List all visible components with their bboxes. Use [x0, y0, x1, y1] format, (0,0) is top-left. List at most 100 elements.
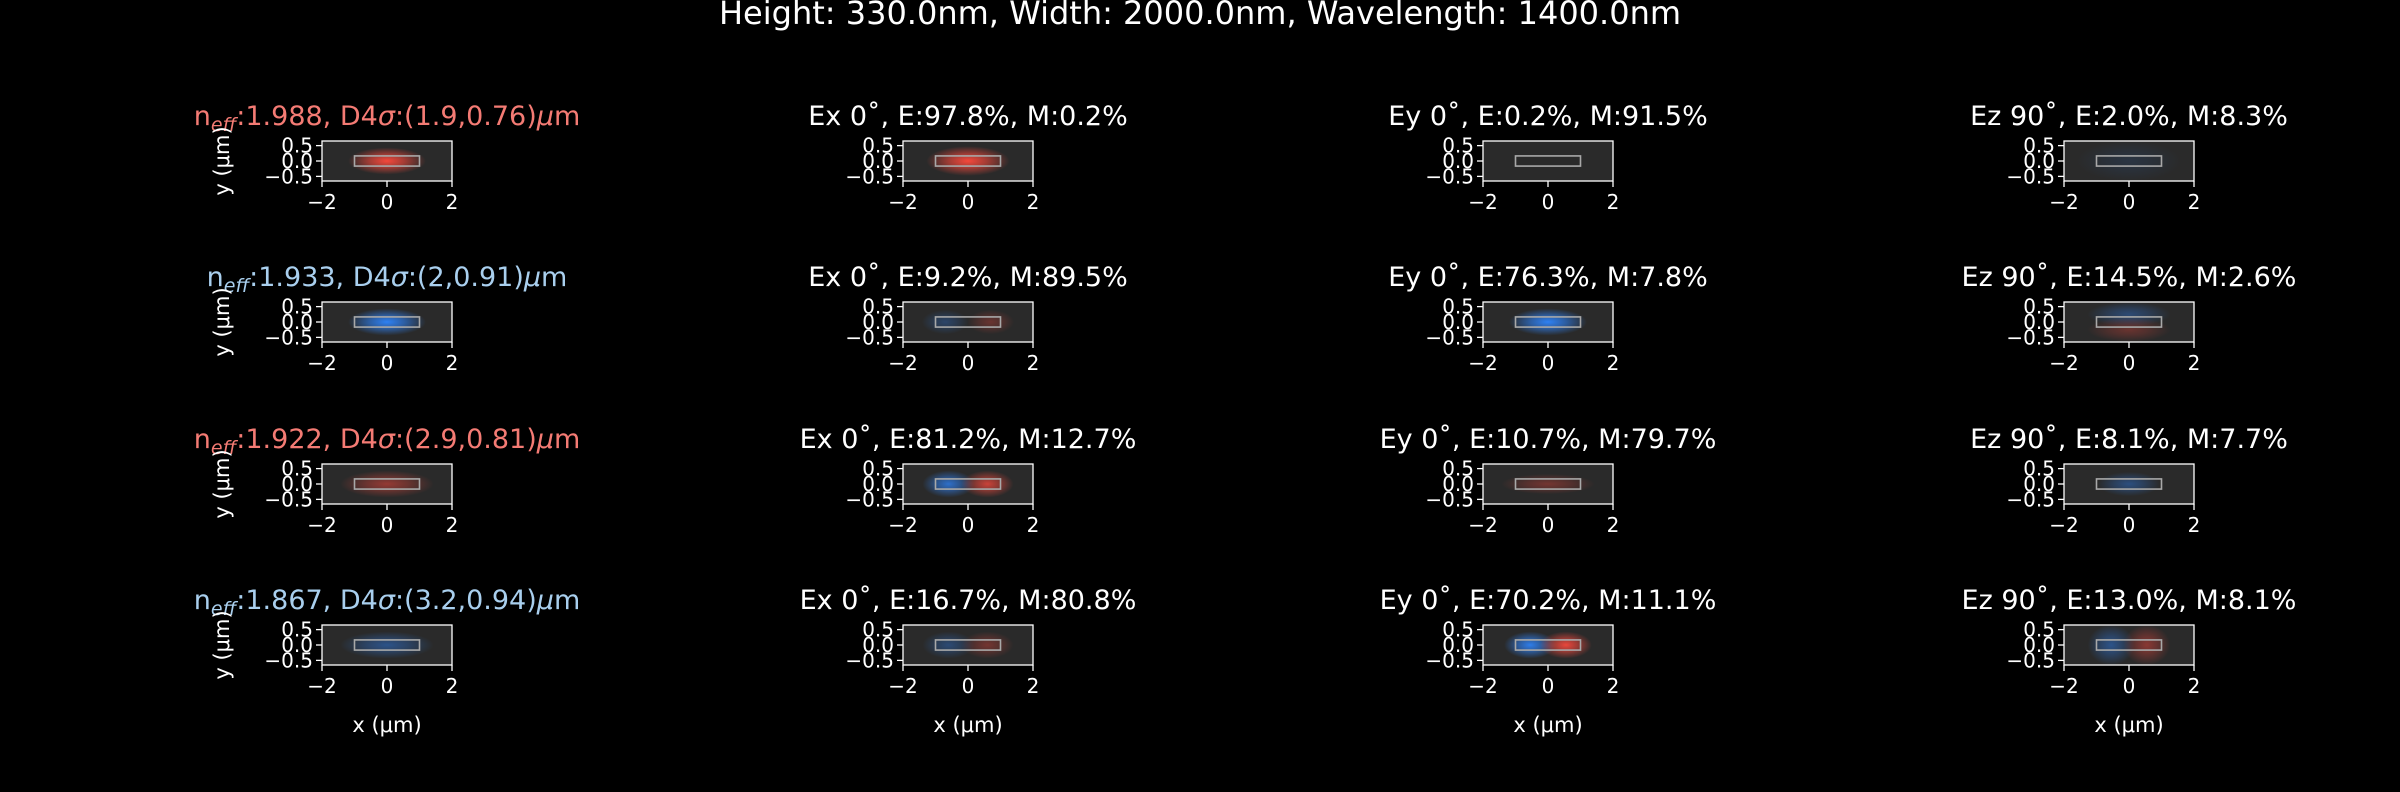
field-blob	[340, 631, 434, 659]
y-tick-label: 0.0	[862, 633, 894, 657]
component-title: Ex 0˚, E:9.2%, M:89.5%	[808, 262, 1128, 293]
waveguide-core-outline	[2095, 155, 2163, 167]
x-tick-label: 0	[962, 674, 975, 698]
x-tick-label: 2	[446, 351, 459, 375]
x-tick-label: 2	[2188, 190, 2201, 214]
field-map	[2087, 625, 2171, 665]
y-tick-label: 0.5	[862, 618, 894, 642]
component-title: Ez 90˚, E:8.1%, M:7.7%	[1970, 424, 2288, 455]
x-tick-label: 2	[446, 190, 459, 214]
y-axis-label: y (μm)	[210, 287, 234, 356]
waveguide-core-outline	[353, 155, 421, 167]
x-tick-label: 0	[2123, 351, 2136, 375]
y-tick-label: −0.5	[1425, 164, 1474, 188]
x-tick-label: −2	[888, 513, 917, 537]
y-tick-label: −0.5	[2006, 648, 2055, 672]
y-tick-label: −0.5	[264, 325, 313, 349]
waveguide-core-outline	[934, 478, 1002, 490]
x-tick-label: 2	[1027, 351, 1040, 375]
y-tick-label: −0.5	[1425, 487, 1474, 511]
field-map	[922, 631, 1014, 659]
field-map	[340, 470, 434, 498]
waveguide-core-outline	[353, 639, 421, 651]
y-tick-label: 0.5	[2023, 457, 2055, 481]
y-tick-label: 0.0	[2023, 310, 2055, 334]
x-tick-label: −2	[1468, 513, 1497, 537]
mode-title: neff:1.867, D4σ:(3.2,0.94)μm	[194, 585, 581, 620]
field-blob	[1504, 631, 1557, 659]
x-tick-label: 0	[2123, 513, 2136, 537]
y-tick-label: 0.5	[1442, 618, 1474, 642]
mode-title: neff:1.933, D4σ:(2,0.91)μm	[207, 262, 568, 297]
x-tick-label: 2	[2188, 351, 2201, 375]
y-axis-label: y (μm)	[210, 126, 234, 195]
x-tick-label: −2	[2049, 190, 2078, 214]
field-map	[348, 147, 426, 175]
x-tick-label: 2	[1027, 674, 1040, 698]
y-tick-label: 0.0	[2023, 149, 2055, 173]
field-map	[2077, 141, 2181, 181]
waveguide-core-outline	[2095, 639, 2163, 651]
x-tick-label: 0	[2123, 190, 2136, 214]
y-tick-label: 0.0	[862, 149, 894, 173]
x-tick-label: 2	[1607, 190, 1620, 214]
panel-r3-c2: −2 0 2 0.50.0−0.5 Ex 0˚, E:81.2%, M:12.7%	[800, 424, 1137, 537]
y-tick-label: −0.5	[2006, 325, 2055, 349]
panel-r2-c2: −2 0 2 0.50.0−0.5 Ex 0˚, E:9.2%, M:89.5%	[808, 262, 1128, 375]
field-map	[2097, 471, 2161, 497]
component-title: Ey 0˚, E:10.7%, M:79.7%	[1380, 424, 1717, 455]
component-title: Ey 0˚, E:70.2%, M:11.1%	[1380, 585, 1717, 616]
field-map	[1509, 308, 1587, 336]
y-tick-label: 0.0	[1442, 310, 1474, 334]
field-blob	[2087, 317, 2171, 342]
y-tick-label: 0.0	[281, 472, 313, 496]
panel-r3-c4: −2 0 2 0.50.0−0.5 Ez 90˚, E:8.1%, M:7.7%	[1970, 424, 2288, 537]
y-tick-label: 0.0	[862, 472, 894, 496]
waveguide-core-outline	[934, 639, 1002, 651]
x-tick-label: 0	[962, 351, 975, 375]
panel-r4-c3: −2 0 2 0.50.0−0.5 Ey 0˚, E:70.2%, M:11.1% x (…	[1380, 585, 1717, 737]
x-tick-label: 2	[446, 674, 459, 698]
x-tick-label: 0	[2123, 674, 2136, 698]
x-tick-label: 2	[1027, 190, 1040, 214]
figure-suptitle: Height: 330.0nm, Width: 2000.0nm, Wavele…	[719, 0, 1681, 32]
x-tick-label: 0	[962, 190, 975, 214]
y-tick-label: 0.0	[862, 310, 894, 334]
x-tick-label: 2	[1607, 674, 1620, 698]
y-tick-label: 0.5	[2023, 618, 2055, 642]
component-title: Ey 0˚, E:0.2%, M:91.5%	[1388, 101, 1708, 132]
y-tick-label: 0.0	[1442, 149, 1474, 173]
field-blob	[1539, 631, 1592, 659]
x-tick-label: −2	[1468, 351, 1497, 375]
x-tick-label: −2	[307, 190, 336, 214]
x-tick-label: 0	[1542, 513, 1555, 537]
y-axis-label: y (μm)	[210, 449, 234, 518]
field-blob	[961, 470, 1014, 498]
x-tick-label: 0	[1542, 674, 1555, 698]
y-tick-label: 0.5	[1442, 457, 1474, 481]
waveguide-core-outline	[1514, 478, 1582, 490]
mode-title: neff:1.922, D4σ:(2.9,0.81)μm	[194, 424, 581, 459]
field-blob	[2077, 141, 2181, 181]
y-tick-label: 0.5	[2023, 134, 2055, 158]
axes-background	[1483, 141, 1613, 181]
field-blob	[967, 309, 1015, 335]
field-blob	[348, 147, 426, 175]
x-tick-label: −2	[1468, 190, 1497, 214]
component-title: Ez 90˚, E:2.0%, M:8.3%	[1970, 101, 2288, 132]
y-axis-label: y (μm)	[210, 610, 234, 679]
waveguide-core-outline	[1514, 316, 1582, 328]
component-title: Ez 90˚, E:14.5%, M:2.6%	[1962, 262, 2297, 293]
y-tick-label: 0.5	[281, 134, 313, 158]
panel-r4-c1: −2 0 2 0.50.0−0.5 neff:1.867, D4σ:(3.2,0.94)…	[194, 585, 581, 737]
y-tick-label: −0.5	[264, 164, 313, 188]
panel-r2-c3: −2 0 2 0.50.0−0.5 Ey 0˚, E:76.3%, M:7.8%	[1388, 262, 1708, 375]
x-tick-label: 0	[381, 513, 394, 537]
x-tick-label: 0	[962, 513, 975, 537]
field-blob	[2087, 625, 2135, 665]
y-tick-label: 0.0	[2023, 472, 2055, 496]
x-tick-label: −2	[888, 351, 917, 375]
x-tick-label: −2	[2049, 513, 2078, 537]
field-blob	[961, 631, 1014, 659]
